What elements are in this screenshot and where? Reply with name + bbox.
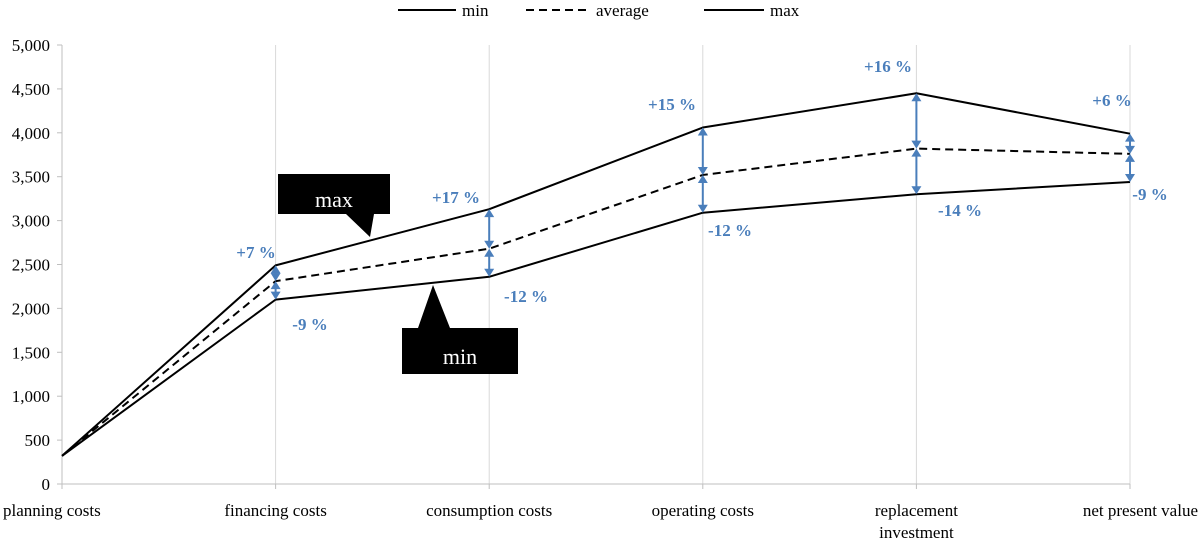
y-tick-label: 1,000 [12,387,50,406]
plus-percentage-label: +17 % [432,188,480,207]
arrow-plus [1125,133,1135,154]
y-tick-label: 2,500 [12,256,50,275]
minus-percentage-label: -12 % [504,287,548,306]
callout-min-box [402,285,518,374]
minus-percentage-label: -12 % [708,221,752,240]
legend-label: min [462,1,489,20]
y-tick-label: 4,000 [12,124,50,143]
series-line-min [61,180,1131,457]
arrow-head-down [697,166,708,175]
plus-percentage-label: +7 % [236,243,275,262]
arrow-minus [1125,153,1135,182]
arrow-head-up [270,281,281,290]
y-tick-label: 3,500 [12,168,50,187]
legend-item-min: min [398,1,489,20]
difference-arrows [270,93,1135,300]
series-lines [61,92,1131,457]
y-axis-tick-labels: 0 500 1,000 1,500 2,000 2,500 3,000 3,500 4,000 4… [12,36,50,494]
arrow-head-up [270,265,281,274]
series-line-max [61,92,1131,457]
minus-percentage-label: -9 % [292,315,327,334]
x-tick-label: financing costs [224,501,326,520]
axes [57,44,1131,489]
arrow-head-down [697,204,708,213]
arrow-minus [484,248,495,277]
arrow-plus [911,93,922,149]
callout-min: min [402,285,518,374]
arrow-head-down [1125,173,1135,182]
arrow-plus [484,209,495,249]
legend-label: average [596,1,649,20]
arrow-head-down [911,186,922,195]
percentage-labels: +7 % +17 % +15 % +16 % +6 % -9 % -12 % -12 % -14… [236,57,1167,334]
arrow-minus [697,174,708,213]
arrow-head-down [270,291,281,300]
x-tick-label: planning costs [3,501,101,520]
arrow-head-up [484,209,495,218]
legend: min average max [398,1,800,20]
minus-percentage-label: -14 % [938,201,982,220]
callout-max-box [278,174,390,237]
legend-item-average: average [526,1,649,20]
arrow-head-down [484,240,495,249]
arrow-minus [270,281,281,300]
arrow-plus [697,127,708,175]
x-tick-label: net present value [1083,501,1198,520]
arrow-head-up [911,148,922,157]
arrow-head-up [697,174,708,183]
arrow-head-down [270,273,281,282]
arrow-minus [911,148,922,195]
plus-percentage-label: +6 % [1092,91,1131,110]
arrow-head-up [484,248,495,257]
arrow-head-up [1125,153,1135,162]
plus-percentage-label: +16 % [864,57,912,76]
y-tick-label: 1,500 [12,343,50,362]
callouts: max min [278,174,518,374]
arrow-head-down [484,268,495,277]
x-tick-label: operating costs [652,501,754,520]
minus-percentage-label: -9 % [1132,185,1167,204]
y-tick-label: 5,000 [12,36,50,55]
series-line-average [61,147,1131,457]
y-tick-label: 2,000 [12,299,50,318]
x-axis-tick-labels: planning costs financing costs consumption… [3,501,1198,541]
arrow-head-down [1125,145,1135,154]
arrow-head-down [911,140,922,149]
callout-max-label: max [315,187,353,212]
y-tick-label: 0 [42,475,51,494]
arrow-head-up [1125,133,1135,142]
y-tick-label: 500 [25,431,51,450]
arrow-plus [270,265,281,282]
arrow-head-up [911,93,922,102]
x-tick-label: replacement investment [875,501,958,541]
y-tick-label: 3,000 [12,212,50,231]
grid-lines [275,45,1131,484]
plus-percentage-label: +15 % [648,95,696,114]
x-tick-label: consumption costs [426,501,552,520]
legend-label: max [770,1,800,20]
callout-max: max [278,174,390,237]
arrow-head-up [697,127,708,136]
callout-min-label: min [443,344,477,369]
legend-item-max: max [704,1,800,20]
y-tick-label: 4,500 [12,80,50,99]
